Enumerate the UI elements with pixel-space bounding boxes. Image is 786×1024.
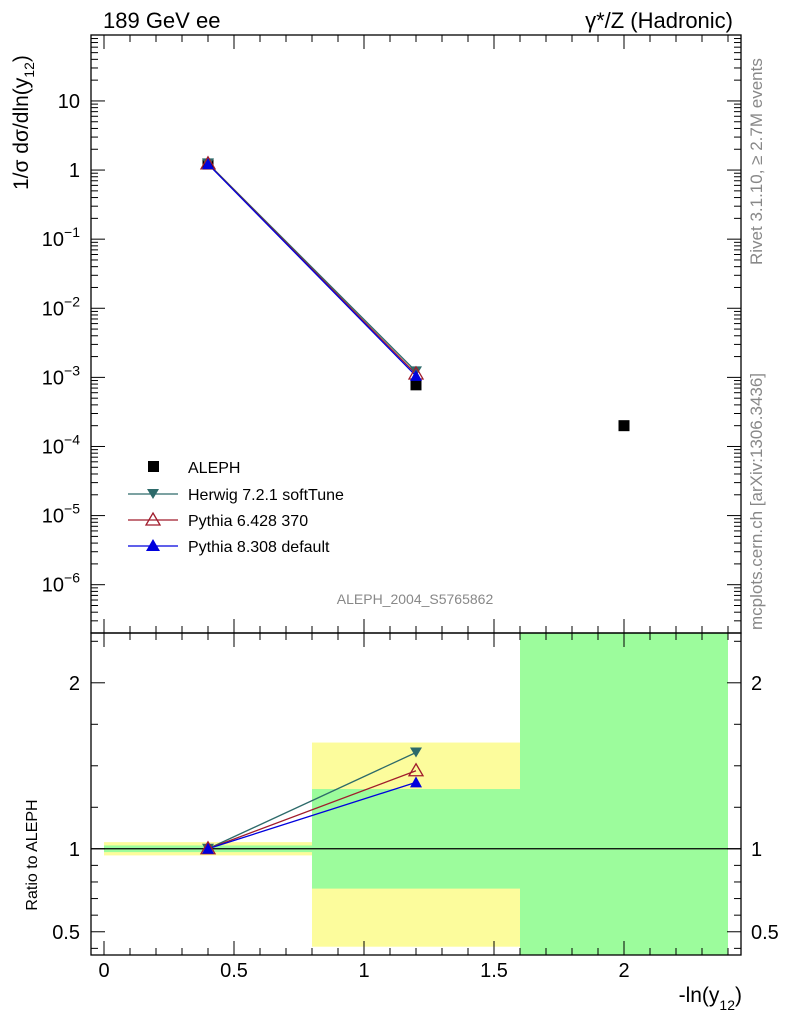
mcplots-label: mcplots.cern.ch [arXiv:1306.3436] [747, 373, 766, 630]
legend-pythia8-marker [146, 539, 160, 551]
top-point-s0-1 [410, 379, 422, 391]
xtick-label-2: 1 [358, 960, 369, 982]
bottom-ytick-label-right-1: 1 [751, 839, 762, 861]
top-ytick-label-1: 1 [69, 160, 80, 182]
legend-aleph-label: ALEPH [188, 460, 240, 477]
band-inner-1 [312, 789, 520, 889]
top-point-s3-0 [202, 158, 214, 170]
bottom-ytick-label-0: 0.5 [52, 922, 80, 944]
top-point-s0-2 [618, 420, 630, 432]
ratio-series-line-2 [207, 781, 417, 850]
bottom-ytick-label-2: 2 [69, 673, 80, 695]
bottom-ytick-label-right-0: 0.5 [751, 922, 779, 944]
bottom-ytick-label-right-2: 2 [751, 673, 762, 695]
xtick-label-1: 0.5 [220, 960, 248, 982]
ratio-point-s0-1 [410, 747, 422, 758]
ratio-series-line-0 [207, 751, 417, 850]
band-inner-2 [520, 633, 728, 955]
bottom-panel-series [199, 747, 425, 855]
top-ytick-label-6: 10−5 [42, 501, 80, 528]
top-panel-series [199, 155, 630, 432]
legend-herwig-marker [147, 489, 159, 499]
legend-pythia6-label: Pythia 6.428 370 [188, 513, 308, 530]
top-y-axis-label: 1/σ dσ/dln(y12) [10, 55, 37, 190]
bottom-panel-axes: 0 0.5 1 1.5 2 0.5 0.5 1 1 2 2 [52, 632, 779, 982]
top-ytick-label-5: 10−4 [42, 431, 80, 458]
top-ytick-label-2: 10−1 [42, 224, 80, 251]
legend-pythia6-marker [144, 511, 162, 526]
ratio-point-s2-1 [410, 776, 422, 788]
rivet-label: Rivet 3.1.10, ≥ 2.7M events [747, 58, 766, 265]
ratio-point-s1-1 [407, 762, 425, 777]
uncertainty-bands [104, 633, 728, 955]
xtick-label-3: 1.5 [480, 960, 508, 982]
analysis-watermark: ALEPH_2004_S5765862 [337, 591, 494, 607]
bottom-ytick-label-1: 1 [69, 839, 80, 861]
top-panel-axes: 10 1 10−1 10−2 10−3 10−4 10−5 10−6 [42, 34, 742, 634]
top-ytick-label-7: 10−6 [42, 570, 80, 597]
xtick-label-0: 0 [98, 960, 109, 982]
legend-pythia8-label: Pythia 8.308 default [188, 539, 330, 556]
bottom-y-axis-label: Ratio to ALEPH [24, 799, 41, 910]
x-axis-label: -ln(y12) [679, 984, 742, 1013]
top-series-line-3 [207, 163, 417, 377]
ratio-series-line-1 [207, 770, 417, 850]
header-left: 189 GeV ee [103, 8, 220, 33]
top-point-s3-1 [410, 369, 422, 381]
xtick-label-4: 2 [618, 960, 629, 982]
top-ytick-label-4: 10−3 [42, 362, 80, 389]
legend: ALEPH Herwig 7.2.1 softTune Pythia 6.428… [128, 460, 344, 556]
legend-herwig-label: Herwig 7.2.1 softTune [188, 487, 344, 504]
top-ytick-label-3: 10−2 [42, 293, 80, 320]
top-ytick-label-0: 10 [58, 91, 80, 113]
header-right: γ*/Z (Hadronic) [585, 8, 733, 33]
ratio-point-s2-0 [202, 842, 214, 854]
legend-aleph-marker [148, 461, 159, 472]
